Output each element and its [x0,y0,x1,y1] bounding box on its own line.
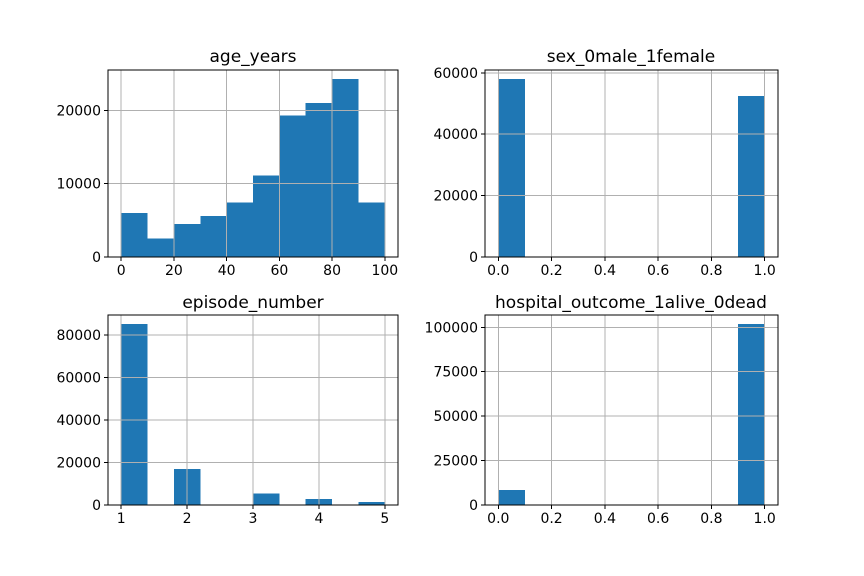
chart-title-sex-0male-1female: sex_0male_1female [547,47,715,67]
histogram-bar [332,78,359,257]
histogram-bar [226,202,253,257]
y-tick-label: 0 [92,498,101,514]
axes-spines [107,69,399,258]
y-tick-label: 60000 [56,370,101,386]
x-tick-label: 0.8 [700,263,722,279]
histogram-bar [305,103,333,257]
y-tick-label: 20000 [56,103,101,119]
x-tick-label: 3 [249,511,258,527]
chart-title-episode-number: episode_number [182,293,323,313]
x-tick-label: 80 [323,263,341,279]
y-tick-label: 0 [469,498,478,514]
y-tick-label: 80000 [56,328,101,344]
y-tick-label: 20000 [56,455,101,471]
x-tick-label: 0.0 [487,511,509,527]
axes-spines [484,69,779,258]
histogram-bar [200,215,227,257]
histogram-hospital-outcome-1alive-0dead: 0.0 0.2 0.4 0.6 0.8 1.0 0 25000 50000 75000 100000 [425,314,779,527]
histogram-episode-number: 1 2 3 4 5 0 20000 40000 60000 80000 [56,314,399,527]
y-tick-label: 20000 [433,189,478,205]
histogram-bar [498,78,525,258]
histogram-bar [121,213,148,257]
x-tick-label: 0.6 [647,263,669,279]
y-tick-label: 40000 [433,127,478,143]
x-tick-label: 0 [117,263,126,279]
x-tick-label: 0.8 [700,511,722,527]
histogram-bar [738,96,765,257]
x-tick-label: 20 [165,263,183,279]
histogram-sex-0male-1female: 0.0 0.2 0.4 0.6 0.8 1.0 0 20000 40000 60000 [433,66,779,279]
chart-title-hospital-outcome-1alive-0dead: hospital_outcome_1alive_0dead [495,293,767,313]
y-tick-label: 50000 [433,409,478,425]
x-tick-label: 1.0 [754,511,776,527]
histogram-age-years: 0 20 40 60 80 100 0 10000 20000 [56,69,399,279]
x-tick-label: 2 [183,511,192,527]
x-tick-label: 0.2 [540,511,562,527]
histogram-bar [121,324,148,505]
y-tick-label: 100000 [425,320,478,336]
x-tick-label: 0.4 [594,511,616,527]
x-tick-label: 0.0 [487,263,509,279]
y-tick-label: 40000 [56,413,101,429]
histogram-bar [253,493,280,505]
histogram-bar [173,224,201,257]
histogram-bar [498,490,525,505]
histogram-bar [358,202,385,257]
x-tick-label: 5 [380,511,389,527]
histogram-bar [253,175,280,257]
y-tick-label: 75000 [433,365,478,381]
x-tick-label: 0.4 [594,263,616,279]
x-tick-label: 100 [371,263,398,279]
y-tick-label: 25000 [433,454,478,470]
y-tick-label: 60000 [433,66,478,82]
y-tick-label: 0 [92,250,101,266]
x-tick-label: 0.6 [647,511,669,527]
y-tick-label: 10000 [56,177,101,193]
x-tick-label: 4 [314,511,323,527]
x-tick-label: 0.2 [540,263,562,279]
histogram-bar [738,324,765,505]
x-tick-label: 1.0 [754,263,776,279]
histogram-bar [279,115,306,257]
histogram-bar [358,501,385,505]
x-tick-label: 60 [270,263,288,279]
axes-spines [484,314,779,506]
x-tick-label: 40 [218,263,236,279]
chart-title-age-years: age_years [210,47,297,67]
x-tick-label: 1 [117,511,126,527]
y-tick-label: 0 [469,250,478,266]
histogram-bar [147,238,174,257]
